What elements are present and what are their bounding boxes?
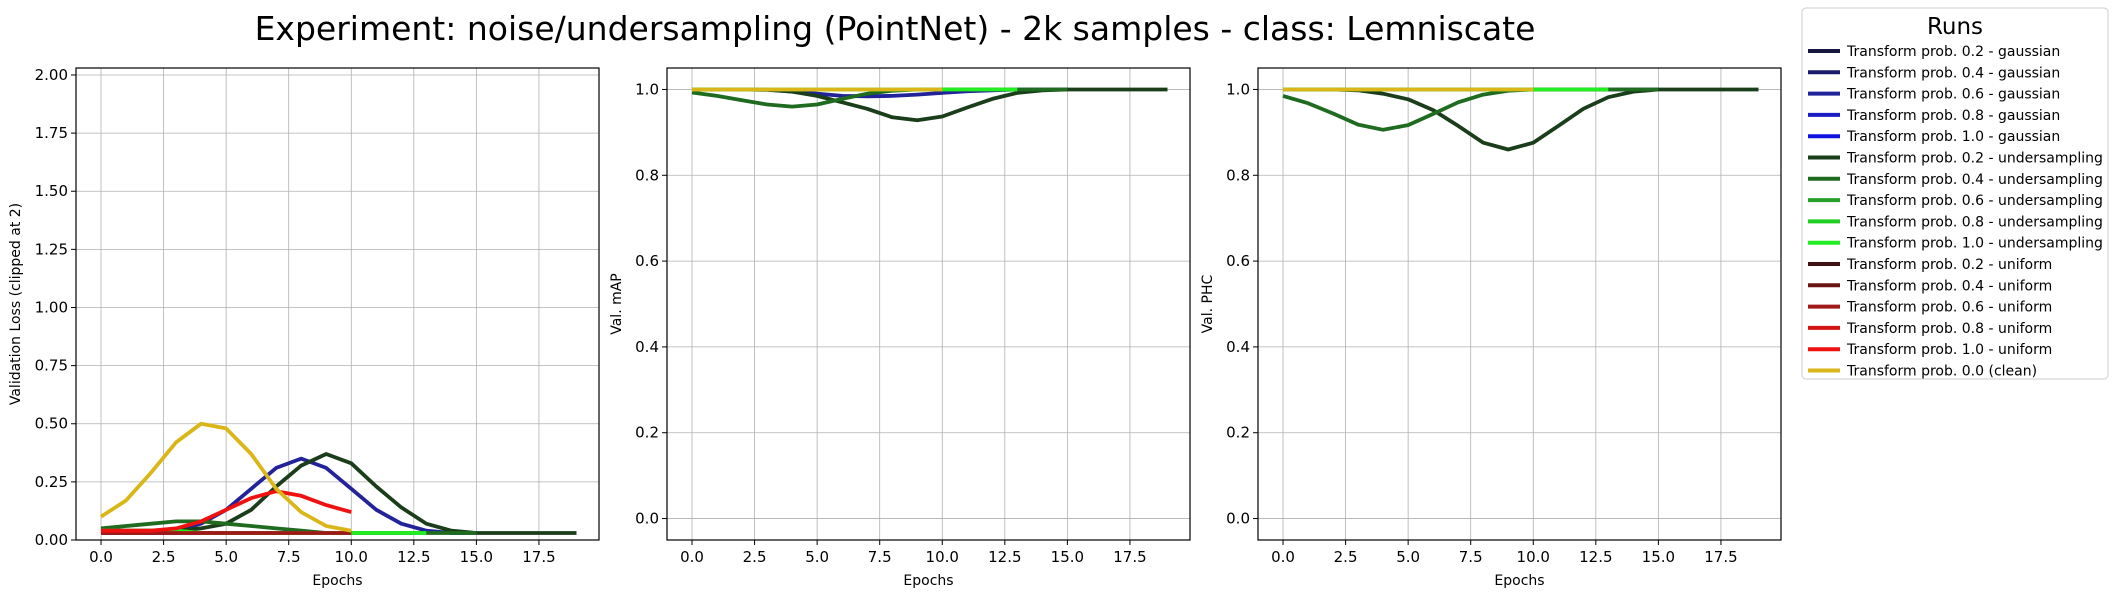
x-tick-label: 2.5 bbox=[152, 548, 176, 566]
x-axis-label: Epochs bbox=[312, 573, 362, 589]
legend-label: Transform prob. 0.4 - gaussian bbox=[1846, 65, 2060, 81]
y-tick-label: 0.2 bbox=[1226, 424, 1250, 442]
y-tick-label: 1.75 bbox=[35, 124, 68, 142]
legend-label: Transform prob. 0.8 - uniform bbox=[1846, 321, 2052, 337]
legend-label: Transform prob. 0.6 - uniform bbox=[1846, 300, 2052, 316]
y-tick-label: 0.25 bbox=[35, 473, 68, 491]
x-tick-label: 12.5 bbox=[988, 548, 1021, 566]
x-tick-label: 2.5 bbox=[1334, 548, 1358, 566]
legend-frame bbox=[1801, 7, 2109, 380]
y-tick-label: 0.4 bbox=[635, 338, 659, 356]
x-tick-label: 0.0 bbox=[680, 548, 704, 566]
x-tick-label: 7.5 bbox=[277, 548, 301, 566]
y-tick-label: 0.0 bbox=[635, 510, 659, 528]
x-axis-label: Epochs bbox=[903, 573, 953, 589]
loss-plot: 0.0 2.5 5.0 7.5 10.0 12.5 15.0 17.5 0.00 0.25 0.50… bbox=[8, 66, 600, 589]
legend: Runs Transform prob. 0.2 - gaussian Trans… bbox=[1801, 7, 2109, 380]
plot-frame bbox=[666, 67, 1191, 541]
y-tick-label: 0.00 bbox=[35, 531, 68, 549]
x-tick-label: 5.0 bbox=[214, 548, 238, 566]
y-axis-label: Validation Loss (clipped at 2) bbox=[8, 203, 24, 405]
y-tick-label: 0.50 bbox=[35, 415, 68, 433]
x-tick-label: 10.0 bbox=[926, 548, 959, 566]
y-tick-label: 1.50 bbox=[35, 182, 68, 200]
x-tick-label: 12.5 bbox=[1579, 548, 1612, 566]
x-tick-label: 15.0 bbox=[460, 548, 493, 566]
legend-label: Transform prob. 0.2 - uniform bbox=[1846, 257, 2052, 273]
legend-title: Runs bbox=[1927, 14, 1983, 40]
x-axis-label: Epochs bbox=[1494, 573, 1544, 589]
plot-frame bbox=[1257, 67, 1782, 541]
legend-label: Transform prob. 0.4 - uniform bbox=[1846, 278, 2052, 294]
series-group bbox=[691, 87, 1168, 123]
x-tick-label: 0.0 bbox=[89, 548, 113, 566]
legend-label: Transform prob. 0.2 - undersampling bbox=[1846, 151, 2103, 167]
legend-label: Transform prob. 0.6 - gaussian bbox=[1846, 87, 2060, 103]
y-tick-label: 0.0 bbox=[1226, 510, 1250, 528]
series-line bbox=[101, 489, 352, 533]
y-tick-label: 1.25 bbox=[35, 240, 68, 258]
legend-label: Transform prob. 1.0 - gaussian bbox=[1846, 129, 2060, 145]
legend-label: Transform prob. 0.8 - undersampling bbox=[1846, 214, 2103, 230]
figure-title: Experiment: noise/undersampling (PointNe… bbox=[255, 9, 1536, 48]
x-tick-label: 0.0 bbox=[1271, 548, 1295, 566]
x-tick-label: 15.0 bbox=[1642, 548, 1675, 566]
x-tick-label: 7.5 bbox=[868, 548, 892, 566]
legend-label: Transform prob. 0.4 - undersampling bbox=[1846, 172, 2103, 188]
y-tick-label: 0.6 bbox=[635, 252, 659, 270]
legend-label: Transform prob. 1.0 - undersampling bbox=[1846, 236, 2103, 252]
legend-label: Transform prob. 0.2 - gaussian bbox=[1846, 44, 2060, 60]
x-tick-label: 2.5 bbox=[743, 548, 767, 566]
y-tick-label: 1.0 bbox=[1226, 80, 1250, 98]
x-tick-label: 15.0 bbox=[1051, 548, 1084, 566]
legend-label: Transform prob. 0.8 - gaussian bbox=[1846, 108, 2060, 124]
legend-label: Transform prob. 0.6 - undersampling bbox=[1846, 193, 2103, 209]
series-line bbox=[99, 421, 352, 533]
y-tick-label: 0.2 bbox=[635, 424, 659, 442]
series-group bbox=[1282, 87, 1759, 152]
y-tick-label: 0.8 bbox=[635, 166, 659, 184]
x-tick-label: 12.5 bbox=[397, 548, 430, 566]
legend-label: Transform prob. 1.0 - uniform bbox=[1846, 342, 2052, 358]
plot-frame bbox=[75, 67, 600, 541]
x-tick-label: 7.5 bbox=[1459, 548, 1483, 566]
series-group bbox=[99, 421, 577, 535]
y-tick-label: 0.6 bbox=[1226, 252, 1250, 270]
x-tick-label: 5.0 bbox=[805, 548, 829, 566]
y-tick-label: 0.75 bbox=[35, 357, 68, 375]
x-tick-label: 17.5 bbox=[1704, 548, 1737, 566]
legend-label: Transform prob. 0.0 (clean) bbox=[1846, 364, 2037, 380]
x-tick-label: 17.5 bbox=[1113, 548, 1146, 566]
y-tick-label: 0.8 bbox=[1226, 166, 1250, 184]
x-tick-label: 5.0 bbox=[1396, 548, 1420, 566]
phc-plot: 0.0 2.5 5.0 7.5 10.0 12.5 15.0 17.5 0.0 0.2 0.4 0.6… bbox=[1200, 67, 1782, 589]
x-tick-label: 10.0 bbox=[335, 548, 368, 566]
y-axis-label: Val. mAP bbox=[609, 273, 625, 335]
y-tick-label: 0.4 bbox=[1226, 338, 1250, 356]
y-axis-label: Val. PHC bbox=[1200, 274, 1216, 333]
y-tick-label: 1.0 bbox=[635, 80, 659, 98]
x-tick-label: 17.5 bbox=[522, 548, 555, 566]
x-tick-label: 10.0 bbox=[1517, 548, 1550, 566]
y-tick-label: 2.00 bbox=[35, 66, 68, 84]
map-plot: 0.0 2.5 5.0 7.5 10.0 12.5 15.0 17.5 0.0 0.2 0.4 0.6… bbox=[609, 67, 1191, 589]
y-tick-label: 1.00 bbox=[35, 298, 68, 316]
